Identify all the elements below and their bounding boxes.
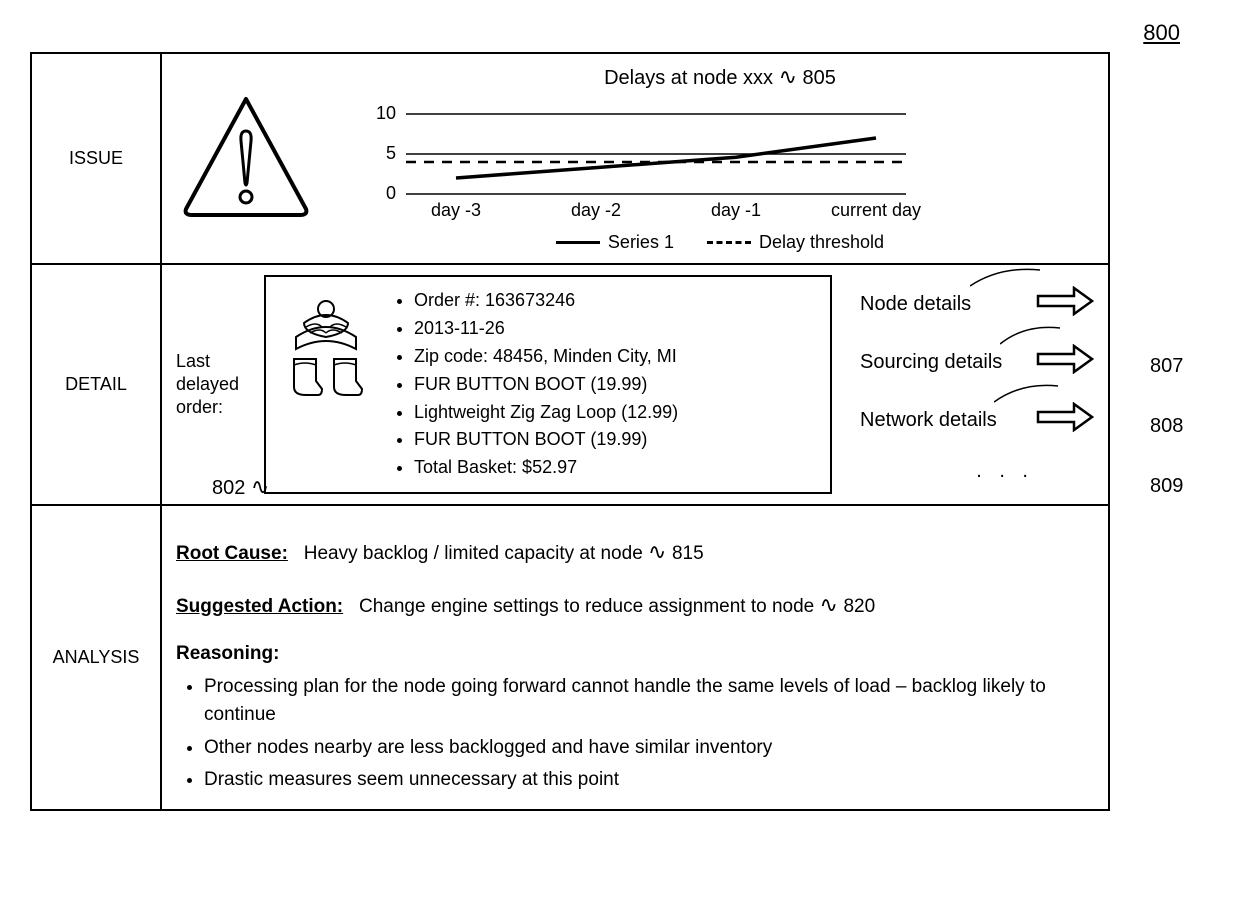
order-box: Order #: 163673246 2013-11-26 Zip code: … — [264, 275, 832, 494]
ref-815: 815 — [672, 543, 704, 564]
main-table: ISSUE Delays at node xxx ∿ — [30, 52, 1110, 811]
legend-threshold: Delay threshold — [759, 232, 884, 253]
reasoning-list: Processing plan for the node going forwa… — [204, 673, 1094, 795]
links-ellipsis: . . . — [860, 460, 1094, 483]
ytick-5: 5 — [386, 143, 396, 163]
arrow-icon — [1036, 344, 1094, 380]
chart-svg: 10 5 0 day -3 day -2 day -1 current day — [346, 94, 946, 224]
last-delayed-label: Last delayed order: — [176, 350, 246, 420]
ref-809: 809 — [1150, 475, 1183, 498]
issue-cell: Delays at node xxx ∿ 805 10 5 — [161, 53, 1109, 264]
series1-line — [456, 138, 876, 178]
xlab-3: current day — [831, 200, 921, 220]
reasoning-item: Other nodes nearby are less backlogged a… — [204, 734, 1094, 763]
figure-wrap: 800 807 808 809 ISSUE — [30, 20, 1210, 811]
root-cause-label: Root Cause: — [176, 543, 288, 564]
order-line: Zip code: 48456, Minden City, MI — [414, 343, 678, 371]
action-text: Change engine settings to reduce assignm… — [359, 596, 814, 617]
row-label-issue: ISSUE — [31, 53, 161, 264]
link-label: Sourcing details — [860, 351, 1002, 374]
analysis-cell: Root Cause: Heavy backlog / limited capa… — [161, 505, 1109, 810]
warning-icon — [176, 91, 316, 226]
detail-cell: Last delayed order: — [161, 264, 1109, 505]
figure-number: 800 — [30, 20, 1210, 46]
root-cause-text: Heavy backlog / limited capacity at node — [304, 543, 643, 564]
product-icons — [276, 287, 376, 412]
chart-title-ref: 805 — [803, 67, 836, 89]
order-line: 2013-11-26 — [414, 315, 678, 343]
order-lines: Order #: 163673246 2013-11-26 Zip code: … — [394, 287, 678, 482]
row-label-analysis: ANALYSIS — [31, 505, 161, 810]
chart-legend: Series 1 Delay threshold — [346, 228, 1094, 253]
reasoning-item: Processing plan for the node going forwa… — [204, 673, 1094, 730]
link-label: Network details — [860, 409, 997, 432]
link-node-details[interactable]: Node details — [860, 286, 1094, 322]
xlab-0: day -3 — [431, 200, 481, 220]
link-sourcing-details[interactable]: Sourcing details — [860, 344, 1094, 380]
ref-808: 808 — [1150, 415, 1183, 438]
order-line: FUR BUTTON BOOT (19.99) — [414, 426, 678, 454]
order-line: FUR BUTTON BOOT (19.99) — [414, 371, 678, 399]
link-label: Node details — [860, 293, 971, 316]
action-label: Suggested Action: — [176, 596, 343, 617]
delays-chart: Delays at node xxx ∿ 805 10 5 — [346, 64, 1094, 253]
reasoning-item: Drastic measures seem unnecessary at thi… — [204, 766, 1094, 795]
ytick-0: 0 — [386, 183, 396, 203]
link-network-details[interactable]: Network details — [860, 402, 1094, 438]
order-line: Order #: 163673246 — [414, 287, 678, 315]
ref-802: 802 — [212, 477, 245, 499]
reasoning-label: Reasoning: — [176, 643, 279, 664]
legend-series1: Series 1 — [608, 232, 674, 253]
order-line: Lightweight Zig Zag Loop (12.99) — [414, 399, 678, 427]
xlab-1: day -2 — [571, 200, 621, 220]
ref-820: 820 — [843, 596, 875, 617]
chart-title: Delays at node xxx — [604, 67, 773, 89]
arrow-icon — [1036, 402, 1094, 438]
xlab-2: day -1 — [711, 200, 761, 220]
order-line: Total Basket: $52.97 — [414, 454, 678, 482]
row-label-detail: DETAIL — [31, 264, 161, 505]
arrow-icon — [1036, 286, 1094, 322]
detail-links: Node details Sourcing details — [850, 286, 1094, 483]
ref-807: 807 — [1150, 355, 1183, 378]
ytick-10: 10 — [376, 103, 396, 123]
